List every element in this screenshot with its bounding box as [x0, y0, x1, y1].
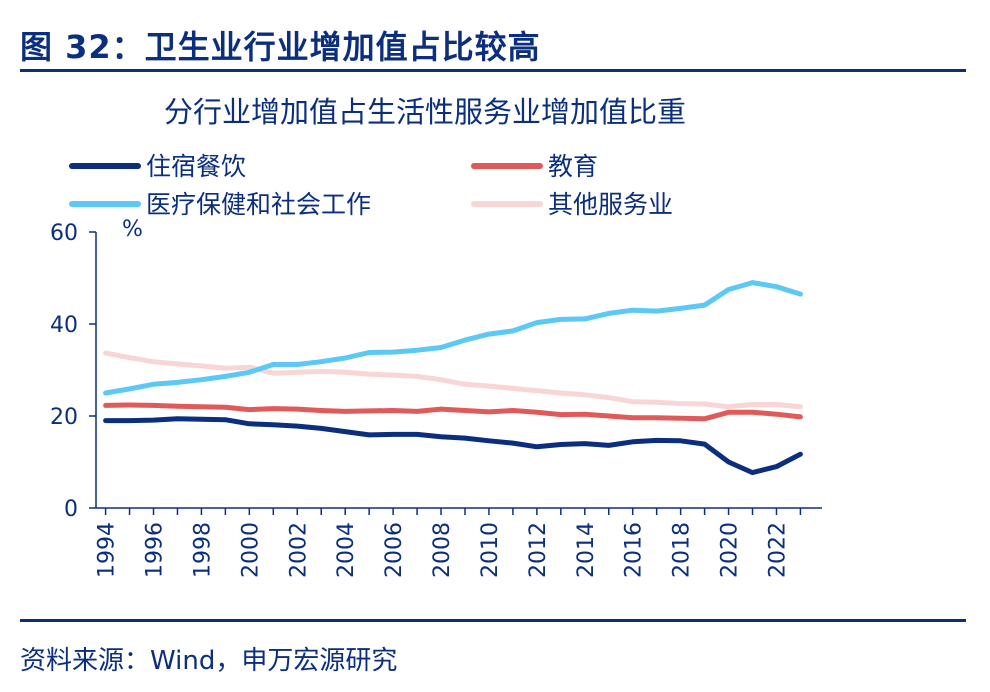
x-tick-label: 2004 [334, 522, 359, 578]
legend-label: 住宿餐饮 [146, 152, 246, 181]
series-line-3 [103, 280, 803, 396]
series-layer [103, 280, 803, 476]
top-divider [20, 69, 966, 72]
y-axis-unit: % [122, 217, 143, 242]
legend-label: 教育 [548, 152, 598, 181]
x-tick-label: 2012 [526, 522, 551, 578]
x-tick-label: 2010 [478, 522, 503, 578]
x-tick-label: 2006 [382, 522, 407, 578]
x-tick-label: 2016 [622, 522, 647, 578]
x-tick-label: 2000 [238, 522, 263, 578]
x-tick-label: 2020 [718, 522, 743, 578]
source-note: 资料来源：Wind，申万宏源研究 [20, 646, 398, 676]
legend-label: 医疗保健和社会工作 [146, 190, 371, 219]
y-tick-label: 0 [64, 497, 78, 522]
legend-label: 其他服务业 [548, 190, 673, 219]
x-tick-label: 1996 [143, 522, 168, 578]
x-tick-label: 2008 [430, 522, 455, 578]
x-tick-label: 1994 [95, 522, 120, 578]
x-tick-label: 2018 [670, 522, 695, 578]
x-tick-label: 2022 [765, 522, 790, 578]
axes: 0 20 40 60 1994 1996 1998 2000 2002 2004 2006 2008 2… [50, 221, 822, 578]
x-tick-label: 2014 [574, 522, 599, 578]
series-line-1 [103, 416, 803, 476]
y-tick-label: 40 [50, 313, 78, 338]
figure-title: 图 32：卫生业行业增加值占比较高 [20, 28, 541, 66]
x-tick-label: 1998 [190, 522, 215, 578]
y-tick-label: 20 [50, 405, 78, 430]
y-tick-label: 60 [50, 221, 78, 246]
series-line-4 [103, 350, 803, 410]
series-line-2 [103, 402, 803, 422]
chart-title: 分行业增加值占生活性服务业增加值比重 [164, 95, 686, 129]
bottom-divider [20, 619, 966, 622]
x-tick-label: 2002 [286, 522, 311, 578]
